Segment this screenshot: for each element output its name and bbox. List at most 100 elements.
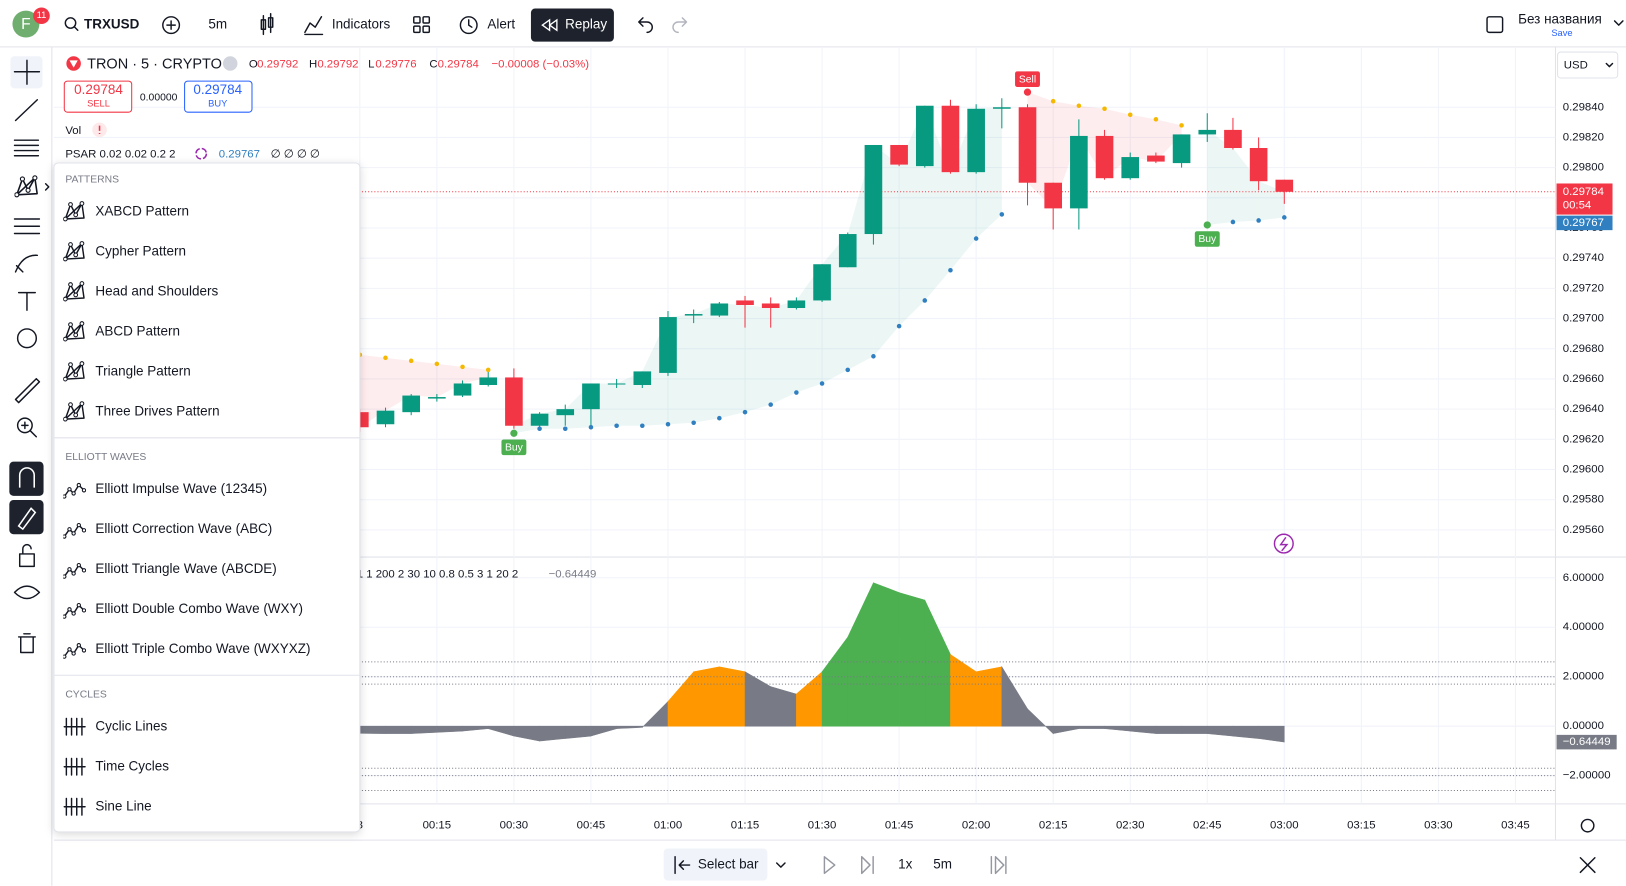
- menu-section-title: CYCLES: [65, 689, 107, 700]
- ruler-tool[interactable]: [14, 377, 41, 404]
- axis-settings[interactable]: [1580, 818, 1595, 833]
- sell-label[interactable]: SELL: [87, 98, 110, 108]
- sell-price[interactable]: 0.29784: [74, 82, 123, 97]
- menu-section-title: PATTERNS: [65, 174, 119, 185]
- text-tool[interactable]: [17, 291, 36, 311]
- menu-item[interactable]: Elliott Triangle Wave (ABCDE): [95, 561, 276, 576]
- redo[interactable]: [672, 17, 688, 34]
- currency-box[interactable]: [1557, 51, 1619, 79]
- candle-body: [1147, 155, 1165, 162]
- menu-item[interactable]: Three Drives Pattern: [95, 403, 219, 418]
- replay-interval[interactable]: 5m: [933, 857, 952, 872]
- layout-name[interactable]: Без названия: [1518, 11, 1602, 26]
- drawing-mode[interactable]: [9, 500, 44, 535]
- currency[interactable]: USD: [1564, 60, 1588, 72]
- x-tick-label: 01:15: [731, 820, 760, 832]
- oscillator-area: [359, 725, 386, 734]
- menu-item[interactable]: Cypher Pattern: [95, 243, 186, 258]
- menu-item[interactable]: Head and Shoulders: [95, 283, 218, 298]
- candle-body: [710, 303, 729, 316]
- compare-button[interactable]: [162, 16, 181, 35]
- chart-type[interactable]: [260, 12, 274, 36]
- fib-tool[interactable]: [13, 139, 40, 157]
- save-link[interactable]: Save: [1551, 28, 1572, 38]
- visibility-tool[interactable]: [13, 585, 41, 600]
- layout-menu[interactable]: [1613, 20, 1624, 26]
- x-tick-label: 03:15: [1347, 820, 1376, 832]
- menu-item[interactable]: Elliott Triple Combo Wave (WXYXZ): [95, 641, 310, 656]
- menu-item[interactable]: Time Cycles: [95, 758, 169, 773]
- buy-button[interactable]: 0.29784 BUY: [184, 80, 253, 113]
- psar-dot: [614, 423, 619, 429]
- y-tick-label: 0.00000: [1563, 720, 1604, 732]
- lock-tool[interactable]: [18, 543, 35, 568]
- psar-dot: [819, 381, 825, 386]
- symbol[interactable]: TRXUSD: [84, 17, 140, 32]
- replay-speed[interactable]: 1x: [898, 857, 912, 872]
- candle-body: [607, 383, 626, 385]
- jump-to-realtime[interactable]: [990, 856, 1007, 875]
- menu-panel: [53, 162, 361, 833]
- buy-label[interactable]: BUY: [208, 98, 228, 108]
- signal-label: Sell: [1019, 74, 1036, 85]
- crosshair-tool[interactable]: [13, 59, 41, 85]
- y-tick-label: −2.00000: [1563, 770, 1611, 782]
- magnet-tool[interactable]: [9, 461, 44, 496]
- layout-checkbox[interactable]: [1486, 16, 1504, 34]
- top-bar: F 11 TRXUSD 5m Indicators Alert Replay Б…: [0, 7, 1626, 48]
- y-tick-label: 0.29640: [1563, 403, 1604, 415]
- menu-item[interactable]: Triangle Pattern: [95, 363, 190, 378]
- menu-item[interactable]: XABCD Pattern: [95, 203, 189, 218]
- ohlc-label: L: [368, 59, 374, 71]
- zoom-tool[interactable]: [16, 417, 38, 438]
- emoji-tool[interactable]: [16, 328, 38, 349]
- candle-body: [864, 144, 883, 235]
- indicators-label[interactable]: Indicators: [332, 17, 391, 32]
- sell-button[interactable]: 0.29784 SELL: [63, 80, 133, 113]
- layouts[interactable]: [413, 16, 431, 34]
- play[interactable]: [823, 856, 836, 875]
- delete-tool[interactable]: [17, 633, 36, 654]
- oscillator-area: [1181, 725, 1208, 734]
- replay-button[interactable]: Replay: [530, 8, 614, 42]
- replay-label[interactable]: Replay: [565, 17, 607, 32]
- undo[interactable]: [638, 17, 653, 34]
- psar-dot: [717, 415, 722, 421]
- psar-label: PSAR 0.02 0.02 0.2 2: [65, 149, 175, 161]
- psar-dot: [768, 402, 773, 407]
- change: −0.00008 (−0.03%): [492, 59, 590, 71]
- y-tick-label: 0.29620: [1563, 433, 1604, 445]
- candle-body: [915, 105, 934, 167]
- step-forward[interactable]: [861, 856, 874, 875]
- menu-item[interactable]: Elliott Correction Wave (ABC): [95, 521, 272, 536]
- psar-dot: [1230, 219, 1236, 225]
- menu-item[interactable]: Sine Line: [95, 798, 151, 813]
- select-bar-menu[interactable]: [775, 862, 786, 868]
- avatar-letter: F: [21, 16, 31, 33]
- close-replay[interactable]: [1579, 857, 1596, 874]
- menu-item[interactable]: ABCD Pattern: [95, 323, 180, 338]
- menu-item[interactable]: Elliott Impulse Wave (12345): [95, 481, 267, 496]
- select-bar-label[interactable]: Select bar: [698, 857, 759, 872]
- symbol-search[interactable]: TRXUSD: [64, 17, 140, 32]
- indicators-button[interactable]: Indicators: [304, 16, 391, 36]
- collapse[interactable]: [44, 183, 50, 191]
- alert-label[interactable]: Alert: [487, 17, 515, 32]
- trend-line-tool[interactable]: [14, 99, 39, 122]
- event-marker[interactable]: [1273, 533, 1294, 554]
- psar-dot: [1050, 98, 1056, 104]
- alert-button[interactable]: Alert: [459, 16, 515, 35]
- menu-item[interactable]: Cyclic Lines: [95, 718, 167, 733]
- x-tick-label: 03:45: [1501, 820, 1530, 832]
- brush-tool[interactable]: [14, 254, 39, 273]
- interval[interactable]: 5m: [208, 17, 227, 32]
- buy-price[interactable]: 0.29784: [193, 82, 242, 97]
- prediction-tool[interactable]: [13, 218, 41, 235]
- psar-dot: [922, 298, 928, 303]
- x-tick-label: 03:30: [1424, 820, 1453, 832]
- oscillator-area: [1258, 725, 1285, 743]
- select-bar-button[interactable]: [663, 848, 768, 881]
- menu-item[interactable]: Elliott Double Combo Wave (WXY): [95, 601, 303, 616]
- y-tick-label: 0.29580: [1563, 494, 1604, 506]
- avatar[interactable]: [12, 10, 40, 38]
